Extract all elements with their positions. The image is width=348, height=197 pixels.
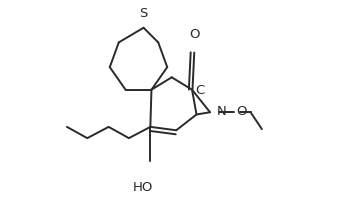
Text: O: O — [189, 28, 199, 41]
Text: S: S — [140, 7, 148, 20]
Text: N: N — [216, 105, 226, 118]
Text: HO: HO — [132, 181, 153, 194]
Text: C: C — [195, 84, 204, 97]
Text: O: O — [237, 105, 247, 118]
